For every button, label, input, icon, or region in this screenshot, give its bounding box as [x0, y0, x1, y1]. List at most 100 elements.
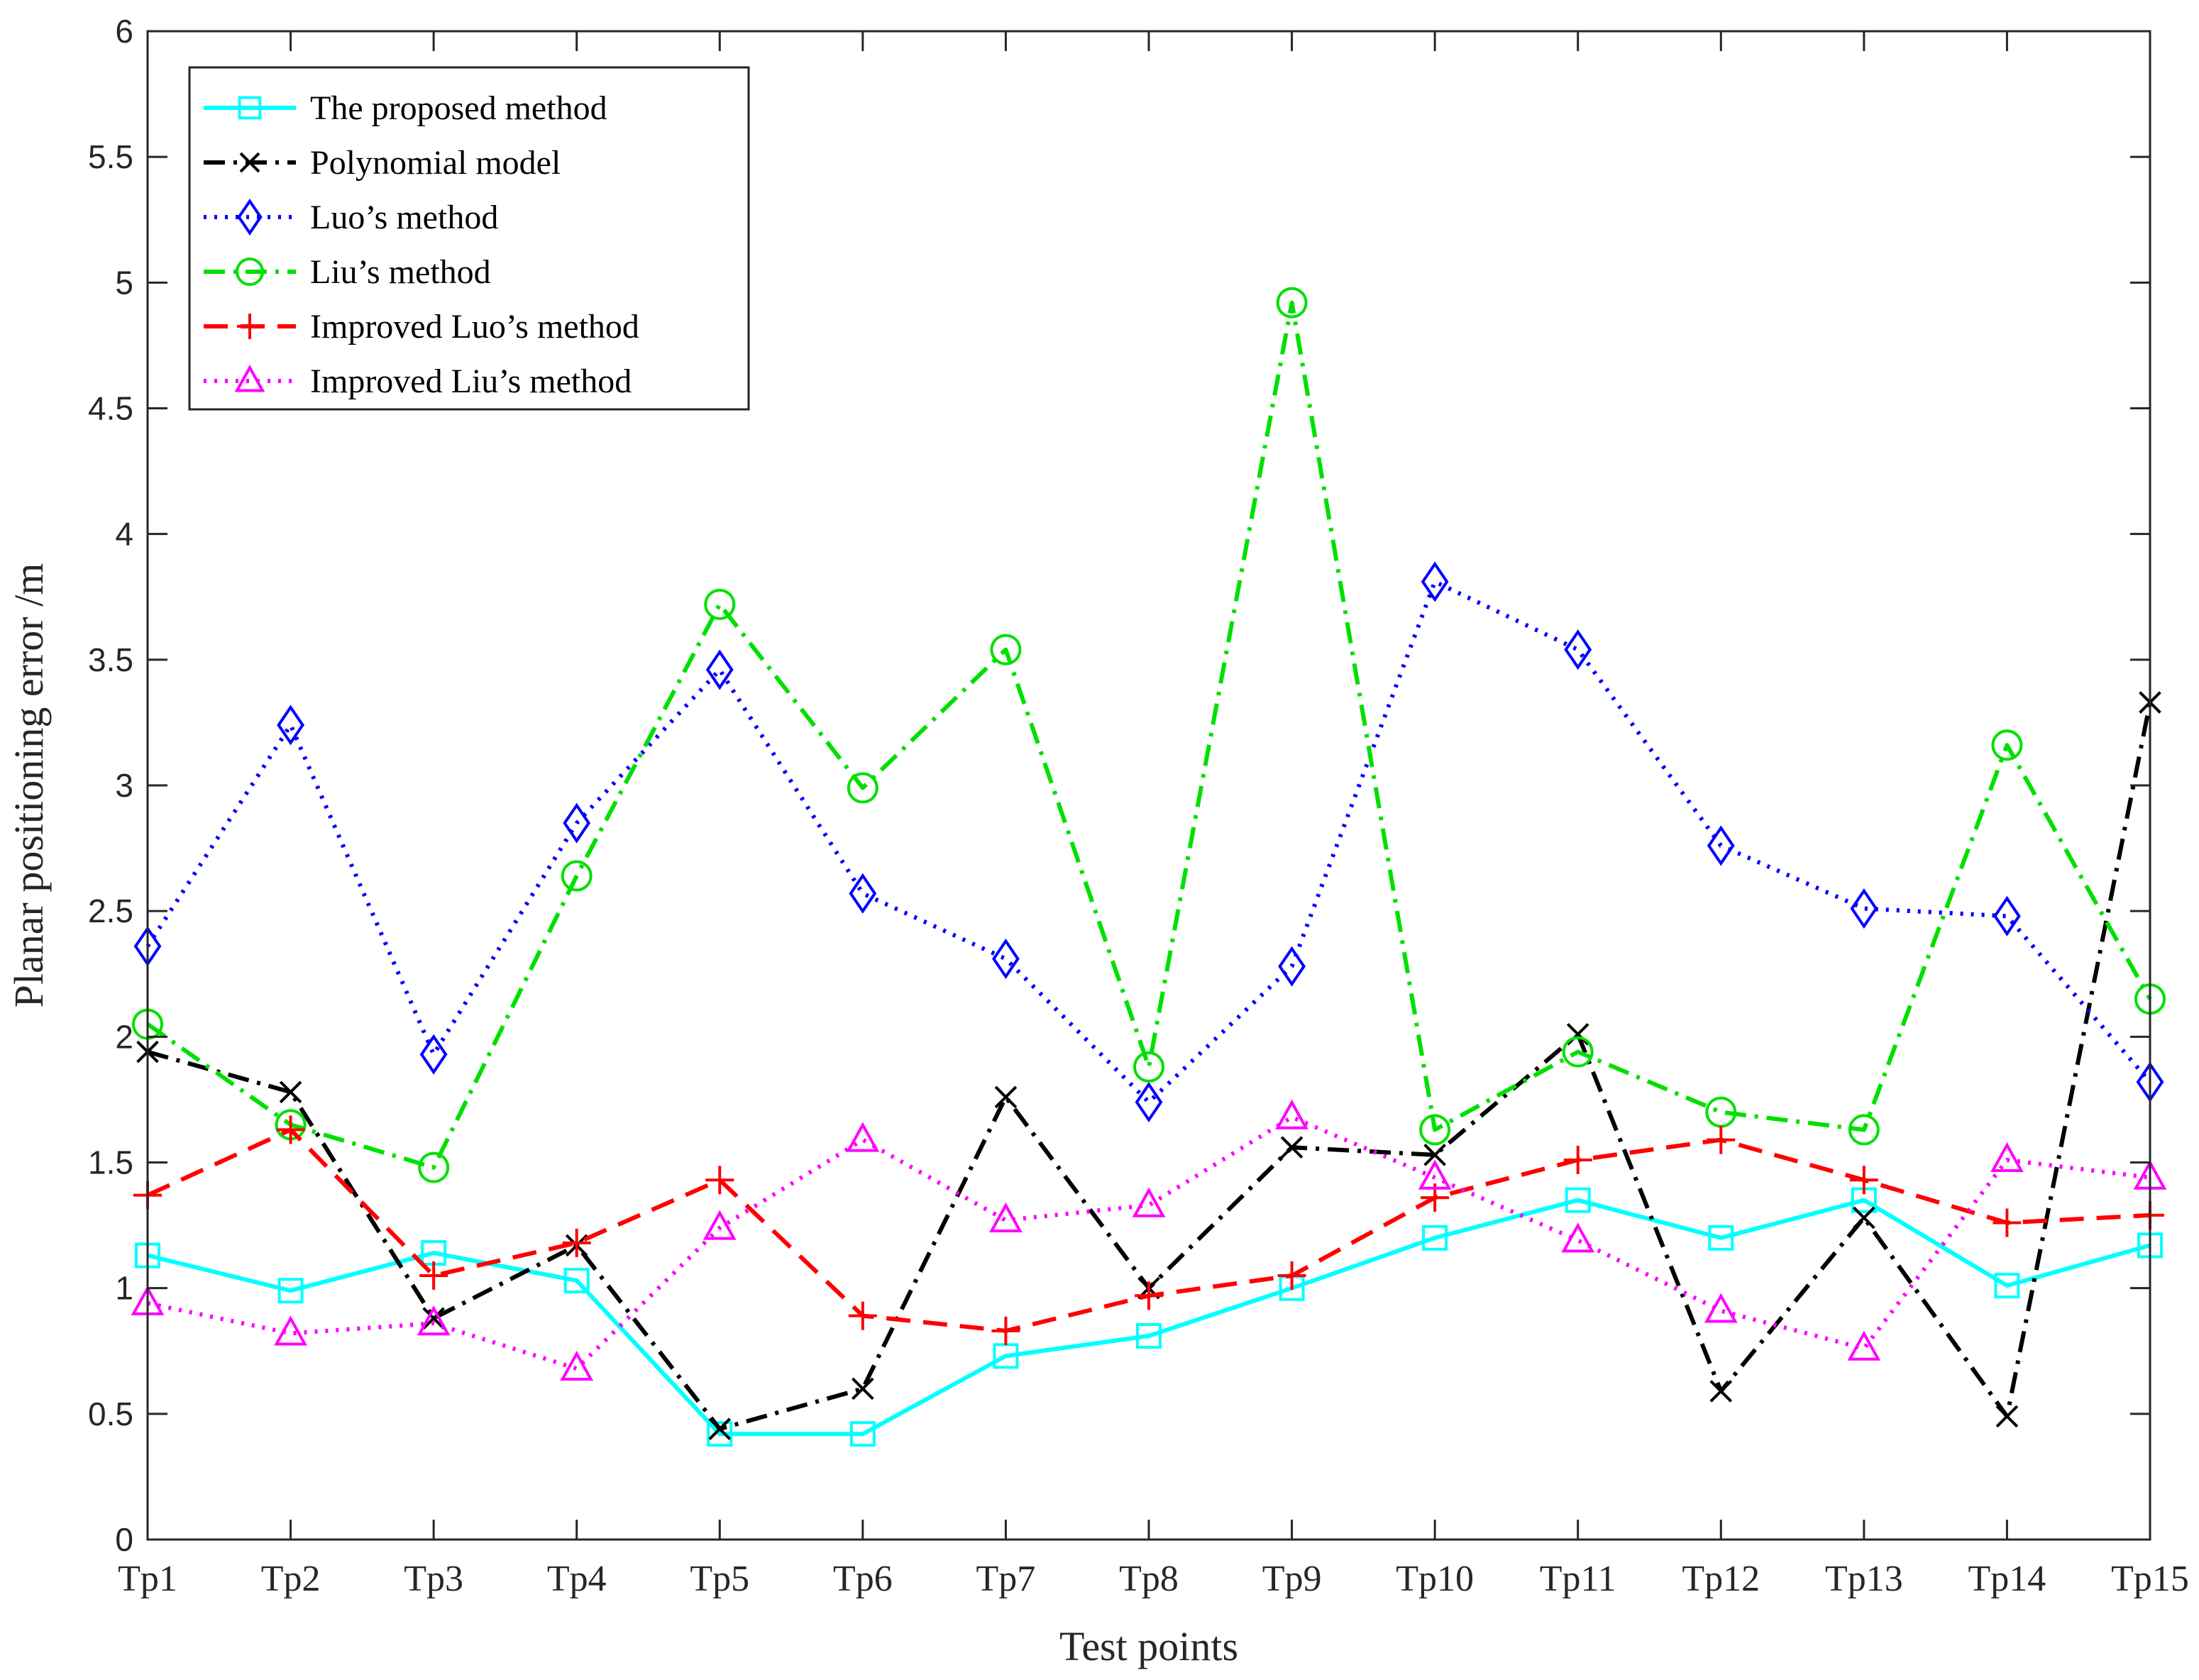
data-point-diamond [1993, 895, 2021, 936]
data-point-x [1566, 1022, 1589, 1046]
data-point-plus [705, 1166, 734, 1195]
data-point-plus [848, 1301, 877, 1330]
data-point-x [1280, 1136, 1304, 1159]
marker-diamond [237, 198, 263, 236]
legend-box [188, 66, 750, 411]
x-tick-label: Tp10 [1396, 1559, 1474, 1599]
series-line [147, 1198, 2151, 1437]
data-point-circle [1562, 1036, 1594, 1068]
legend-label: Polynomial model [310, 144, 561, 182]
x-tick-label: Tp6 [833, 1559, 893, 1599]
data-point-plus [1277, 1261, 1306, 1290]
data-point-plus [562, 1228, 591, 1257]
y-tick-label: 3.5 [88, 641, 133, 678]
data-point-diamond [992, 938, 1020, 980]
data-point-circle [990, 634, 1022, 665]
x-tick-label: Tp12 [1682, 1559, 1760, 1599]
data-point-plus [1993, 1208, 2022, 1237]
data-point-triangle [1561, 1222, 1595, 1253]
data-point-diamond [1135, 1081, 1163, 1123]
legend-label: Improved Liu’s method [310, 363, 632, 400]
data-point-triangle [989, 1202, 1023, 1232]
marker-triangle [234, 364, 265, 392]
marker-x-b [1423, 1144, 1446, 1166]
y-tick-label: 0.5 [88, 1396, 133, 1432]
y-tick-label: 4.5 [88, 390, 133, 427]
data-point-x [708, 1418, 732, 1440]
marker-x-b [422, 1307, 445, 1330]
y-tick-label: 5.5 [88, 138, 133, 175]
data-point-square [1708, 1225, 1734, 1251]
x-axis-title: Test points [1059, 1623, 1238, 1669]
data-point-triangle [1132, 1187, 1166, 1217]
data-point-triangle [1275, 1099, 1308, 1129]
data-point-plus [991, 1316, 1020, 1345]
data-point-triangle [846, 1122, 880, 1152]
data-point-plus [1563, 1145, 1592, 1174]
data-point-triangle [702, 1210, 737, 1240]
data-point-plus [1135, 1281, 1163, 1310]
data-point-triangle [1704, 1293, 1738, 1323]
data-point-circle [1276, 287, 1308, 319]
data-point-circle [418, 1151, 450, 1183]
data-point-triangle [560, 1350, 594, 1381]
data-point-square [849, 1421, 876, 1447]
marker-x-b [1566, 1022, 1589, 1046]
data-point-x [1995, 1405, 2019, 1428]
data-point-diamond [1707, 825, 1735, 866]
data-point-x [422, 1307, 445, 1330]
y-tick-label: 1 [115, 1270, 133, 1307]
x-tick-label: Tp4 [547, 1559, 607, 1599]
data-point-square [1565, 1187, 1591, 1213]
x-tick-label: Tp15 [2111, 1559, 2189, 1599]
data-point-triangle [1418, 1159, 1452, 1190]
data-point-circle [1848, 1114, 1880, 1146]
data-point-circle [1133, 1051, 1164, 1083]
marker-x [239, 152, 260, 173]
x-tick-label: Tp3 [404, 1559, 463, 1599]
legend: The proposed method Polynomial model Luo’s… [188, 66, 750, 411]
marker-square [238, 96, 262, 120]
series-line [145, 580, 2152, 1105]
data-point-square [707, 1421, 733, 1447]
data-point-square [277, 1278, 304, 1304]
data-point-x [279, 1081, 302, 1104]
y-tick-label: 4 [115, 516, 133, 553]
x-tick-label: Tp14 [1968, 1559, 2046, 1599]
series-0 [135, 1187, 2163, 1447]
data-point-diamond [1850, 888, 1878, 929]
data-point-x [852, 1377, 874, 1400]
data-point-square [1422, 1225, 1448, 1251]
data-point-diamond [419, 1034, 448, 1075]
data-point-diamond [1278, 946, 1306, 987]
series-5 [131, 1099, 2167, 1381]
data-point-x [1709, 1380, 1733, 1403]
x-tick-label: Tp7 [976, 1559, 1036, 1599]
data-point-triangle [1847, 1330, 1881, 1361]
data-point-plus [1707, 1125, 1736, 1154]
legend-label: Liu’s method [310, 253, 491, 291]
marker-x-b [994, 1085, 1018, 1109]
marker-x-b [1280, 1136, 1304, 1159]
x-tick-label: Tp8 [1119, 1559, 1179, 1599]
marker-plus [237, 314, 263, 339]
data-point-plus [419, 1261, 448, 1290]
legend-label: The proposed method [310, 89, 607, 127]
x-tick-label: Tp5 [690, 1559, 749, 1599]
marker-x-b [852, 1377, 874, 1400]
data-point-diamond [563, 802, 591, 844]
data-point-square [1136, 1322, 1162, 1349]
data-point-circle [1419, 1114, 1451, 1146]
y-tick-label: 2.5 [88, 892, 133, 929]
data-point-x [994, 1085, 1018, 1109]
marker-x-b [239, 152, 260, 173]
data-point-plus [276, 1115, 305, 1144]
y-axis: 0 0.5 1 1.5 2 2.5 3 3.5 4 4.5 5 5.5 6 [88, 13, 2150, 1558]
data-point-diamond [277, 704, 304, 746]
data-point-diamond [1421, 561, 1449, 602]
data-point-x [1853, 1206, 1875, 1229]
y-tick-label: 6 [115, 13, 133, 50]
data-point-x [1423, 1144, 1446, 1166]
data-point-plus [1849, 1166, 1878, 1195]
